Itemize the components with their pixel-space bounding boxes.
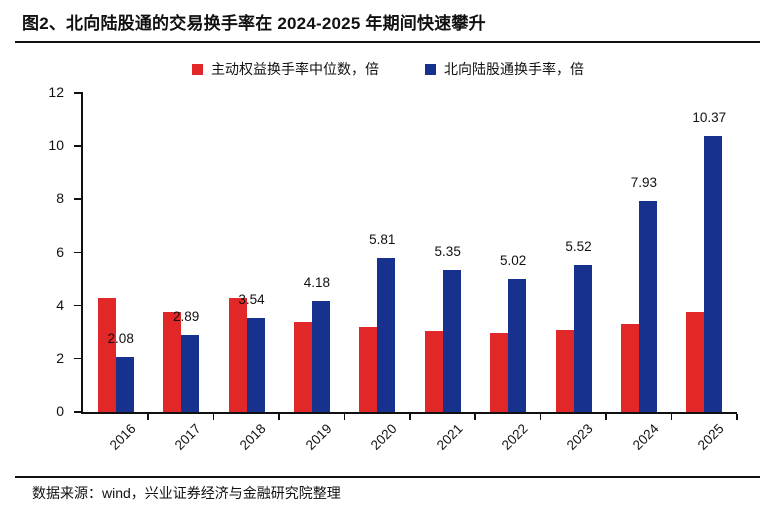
y-tick-label: 12: [48, 84, 64, 100]
value-label-2024: 7.93: [630, 175, 658, 191]
x-tick: [474, 414, 476, 420]
bar-2016-red: [97, 297, 116, 412]
bar-2016-blue: [115, 356, 134, 412]
bar-2019-red: [293, 321, 312, 412]
value-label-2022: 5.02: [499, 252, 527, 268]
value-label-2025: 10.37: [692, 110, 727, 126]
x-axis-label-2020: 2020: [368, 421, 400, 453]
bar-2020-red: [359, 326, 378, 412]
x-tick: [409, 414, 411, 420]
x-tick: [670, 414, 673, 420]
y-tick-label: 0: [56, 403, 64, 419]
legend-label-northbound: 北向陆股通换手率，倍: [444, 61, 584, 77]
legend-item-northbound: 北向陆股通换手率，倍: [425, 59, 584, 79]
x-tick: [278, 414, 280, 420]
y-axis: [81, 92, 83, 414]
x-axis-label-2021: 2021: [433, 421, 466, 453]
value-label-2019: 4.18: [303, 274, 331, 290]
bar-2017-blue: [181, 335, 200, 412]
title-underline: [15, 41, 760, 43]
x-tick: [343, 414, 346, 420]
x-axis-label-2025: 2025: [695, 421, 727, 453]
value-label-2018: 3.54: [238, 291, 265, 307]
x-axis: [81, 412, 737, 414]
y-tick: [74, 92, 81, 94]
x-axis-label-2022: 2022: [498, 421, 531, 453]
x-axis-label-2016: 2016: [106, 421, 139, 453]
figure-title: 图2、北向陆股通的交易换手率在 2024-2025 年期间快速攀升: [22, 14, 486, 33]
bar-2018-blue: [246, 317, 265, 412]
bar-2017-red: [163, 311, 182, 412]
bar-2019-blue: [311, 300, 330, 412]
value-label-2023: 5.52: [565, 239, 592, 255]
y-tick: [74, 357, 81, 360]
bar-2024-red: [620, 324, 639, 412]
legend-item-active-equity: 主动权益换手率中位数，倍: [192, 59, 379, 79]
x-tick: [147, 414, 149, 420]
bar-2023-blue: [573, 265, 592, 412]
x-axis-label-2023: 2023: [564, 421, 597, 453]
bar-2025-blue: [704, 136, 723, 412]
x-axis-label-2018: 2018: [237, 421, 270, 453]
x-axis-label-2019: 2019: [302, 421, 335, 453]
y-tick-label: 8: [56, 190, 64, 207]
bar-2020-blue: [377, 257, 396, 412]
legend-label-active-equity: 主动权益换手率中位数，倍: [211, 61, 379, 77]
x-tick: [539, 414, 542, 420]
x-axis-label-2017: 2017: [171, 421, 204, 453]
y-tick-label: 4: [56, 296, 64, 313]
legend-swatch-red-icon: [192, 63, 203, 75]
value-label-2016: 2.08: [107, 330, 134, 346]
y-tick-label: 2: [56, 349, 64, 366]
bar-2022-red: [490, 333, 509, 412]
y-tick: [74, 411, 81, 413]
value-label-2020: 5.81: [369, 231, 396, 247]
y-tick-label: 10: [48, 137, 64, 154]
footer-rule: [15, 476, 760, 478]
bar-2018-red: [228, 298, 247, 412]
bar-2022-blue: [508, 278, 527, 412]
x-tick: [212, 414, 215, 420]
bar-2023-red: [555, 330, 574, 412]
value-label-2021: 5.35: [434, 243, 461, 259]
x-tick: [605, 414, 607, 420]
y-tick: [74, 198, 81, 200]
legend-swatch-blue-icon: [425, 63, 436, 75]
bar-2021-red: [424, 330, 443, 412]
y-tick: [74, 304, 81, 307]
bar-2025-red: [686, 311, 705, 412]
chart-legend: 主动权益换手率中位数，倍 北向陆股通换手率，倍: [0, 59, 776, 79]
data-source-note: 数据来源：wind，兴业证券经济与金融研究院整理: [32, 485, 341, 501]
bar-2024-blue: [638, 201, 657, 412]
y-tick: [74, 145, 81, 147]
value-label-2017: 2.89: [172, 309, 200, 325]
y-tick: [74, 251, 81, 253]
y-tick-label: 6: [56, 243, 64, 260]
x-axis-label-2024: 2024: [629, 421, 662, 453]
bar-2021-blue: [442, 269, 461, 412]
x-tick: [736, 414, 738, 420]
